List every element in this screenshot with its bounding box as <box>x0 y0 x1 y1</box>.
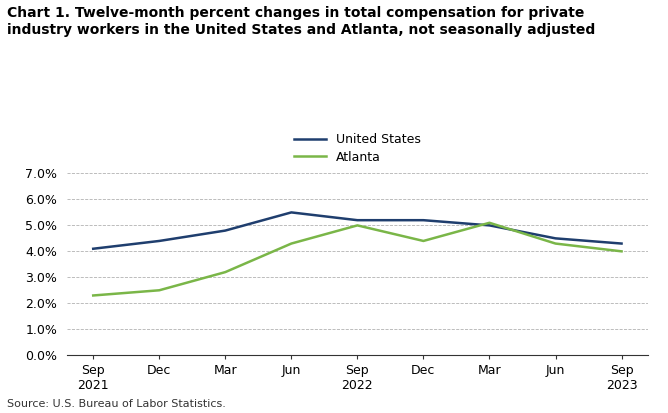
Text: Chart 1. Twelve-month percent changes in total compensation for private
industry: Chart 1. Twelve-month percent changes in… <box>7 6 595 38</box>
Text: Source: U.S. Bureau of Labor Statistics.: Source: U.S. Bureau of Labor Statistics. <box>7 399 226 409</box>
Legend: United States, Atlanta: United States, Atlanta <box>295 133 420 164</box>
